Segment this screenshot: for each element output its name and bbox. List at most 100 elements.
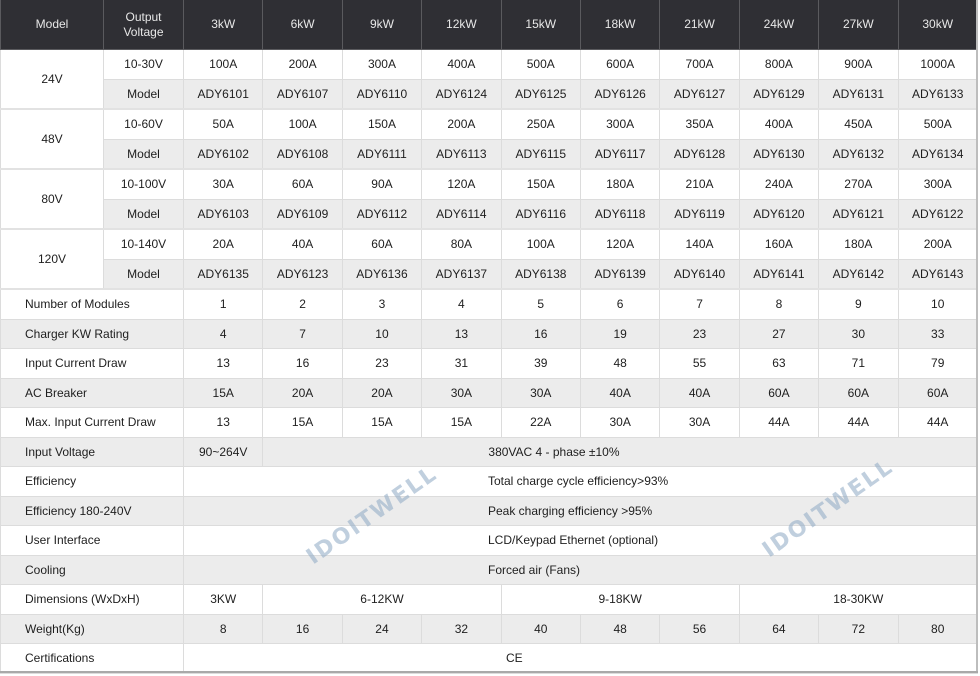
header-power: 27kW bbox=[818, 0, 899, 50]
current-row: 24V 10-30V 100A 200A 300A 400A 500A 600A 700A 800… bbox=[0, 49, 978, 110]
current-cell: 180A bbox=[818, 228, 899, 260]
model-cell: ADY6101 bbox=[182, 78, 264, 110]
spec-label: Input Current Draw bbox=[0, 348, 184, 379]
merged-label: Efficiency bbox=[0, 466, 184, 497]
header-power: 18kW bbox=[579, 0, 661, 50]
spec-value: 15A bbox=[341, 407, 423, 438]
spec-value: 15A bbox=[182, 377, 264, 408]
current-cell: 40A bbox=[262, 228, 343, 260]
voltage-range: 10-140V bbox=[103, 228, 184, 260]
voltage-range: 10-60V bbox=[103, 108, 184, 140]
spec-label: AC Breaker bbox=[0, 377, 184, 408]
model-cell: ADY6120 bbox=[738, 198, 820, 230]
current-cell: 210A bbox=[659, 168, 740, 200]
spec-value: 9 bbox=[818, 288, 899, 320]
current-cell: 200A bbox=[897, 228, 978, 260]
model-row: Model ADY6135 ADY6123 ADY6136 ADY6137 ADY6138… bbox=[1, 258, 978, 290]
current-cell: 350A bbox=[659, 108, 740, 140]
dimensions-row: Dimensions (WxDxH) 3KW 6-12KW 9-18KW 18-30KW bbox=[0, 584, 978, 615]
model-cell: ADY6111 bbox=[341, 138, 423, 170]
spec-value: 44A bbox=[897, 407, 978, 438]
model-cell: ADY6107 bbox=[262, 78, 343, 110]
spec-value: 33 bbox=[897, 318, 978, 349]
spec-value: 13 bbox=[421, 318, 502, 349]
spec-label: Max. Input Current Draw bbox=[0, 407, 184, 438]
spec-value: 10 bbox=[341, 318, 423, 349]
weight-value: 72 bbox=[818, 613, 899, 644]
spec-value: 8 bbox=[738, 288, 820, 320]
spec-value: 79 bbox=[897, 348, 978, 379]
merged-value: LCD/Keypad Ethernet (optional) bbox=[183, 525, 978, 556]
model-label: Model bbox=[103, 198, 184, 230]
merged-value: Total charge cycle efficiency>93% bbox=[183, 466, 978, 497]
model-cell: ADY6109 bbox=[262, 198, 343, 230]
certifications-value: CE bbox=[183, 643, 978, 674]
model-cell: ADY6128 bbox=[659, 138, 740, 170]
spec-row: Number of Modules 1 2 3 4 5 6 7 8 9 10 bbox=[0, 288, 978, 320]
voltage-label: 120V bbox=[0, 228, 104, 290]
voltage-label: 80V bbox=[0, 168, 104, 230]
spec-value: 63 bbox=[738, 348, 820, 379]
model-cell: ADY6135 bbox=[182, 258, 264, 290]
spec-value: 60A bbox=[818, 377, 899, 408]
current-cell: 30A bbox=[182, 168, 264, 200]
spec-row: Charger KW Rating 4 7 10 13 16 19 23 27 30 33 bbox=[0, 318, 978, 349]
current-cell: 120A bbox=[421, 168, 502, 200]
current-cell: 700A bbox=[659, 49, 740, 80]
merged-label: Efficiency 180-240V bbox=[0, 495, 184, 526]
weight-value: 64 bbox=[738, 613, 820, 644]
spec-value: 40A bbox=[579, 377, 661, 408]
header-power: 30kW bbox=[897, 0, 978, 50]
spec-value: 3 bbox=[341, 288, 423, 320]
current-cell: 1000A bbox=[897, 49, 978, 80]
weight-value: 56 bbox=[659, 613, 740, 644]
weight-value: 80 bbox=[897, 613, 978, 644]
current-cell: 200A bbox=[262, 49, 343, 80]
input-voltage-row: Input Voltage 90~264V 380VAC 4 - phase ±10… bbox=[0, 436, 978, 467]
weight-label: Weight(Kg) bbox=[0, 613, 184, 644]
merged-label: Cooling bbox=[0, 554, 184, 585]
current-cell: 180A bbox=[579, 168, 661, 200]
dimensions-label: Dimensions (WxDxH) bbox=[0, 584, 184, 615]
spec-value: 55 bbox=[659, 348, 740, 379]
model-cell: ADY6112 bbox=[341, 198, 423, 230]
spec-value: 31 bbox=[421, 348, 502, 379]
model-cell: ADY6132 bbox=[818, 138, 899, 170]
weight-row: Weight(Kg) 8 16 24 32 40 48 56 64 72 80 bbox=[0, 613, 978, 644]
model-cell: ADY6108 bbox=[262, 138, 343, 170]
model-label: Model bbox=[103, 138, 184, 170]
dimensions-group: 3KW bbox=[182, 584, 264, 615]
current-cell: 80A bbox=[421, 228, 502, 260]
voltage-range: 10-30V bbox=[103, 49, 184, 80]
current-cell: 400A bbox=[738, 108, 820, 140]
model-cell: ADY6103 bbox=[182, 198, 264, 230]
spec-value: 22A bbox=[500, 407, 581, 438]
table-bottom-border bbox=[0, 671, 978, 673]
spec-value: 5 bbox=[500, 288, 581, 320]
model-cell: ADY6131 bbox=[818, 78, 899, 110]
model-cell: ADY6134 bbox=[897, 138, 978, 170]
current-cell: 900A bbox=[818, 49, 899, 80]
merged-value: Peak charging efficiency >95% bbox=[183, 495, 978, 526]
merged-row: Cooling Forced air (Fans) bbox=[0, 554, 978, 585]
spec-value: 4 bbox=[182, 318, 264, 349]
spec-value: 30 bbox=[818, 318, 899, 349]
weight-value: 8 bbox=[182, 613, 264, 644]
spec-value: 20A bbox=[341, 377, 423, 408]
current-row: 80V 10-100V 30A 60A 90A 120A 150A 180A 210A 240A 2… bbox=[0, 168, 978, 230]
merged-label: User Interface bbox=[0, 525, 184, 556]
input-voltage-single: 90~264V bbox=[182, 436, 264, 467]
spec-value: 48 bbox=[579, 348, 661, 379]
model-cell: ADY6110 bbox=[341, 78, 423, 110]
model-cell: ADY6127 bbox=[659, 78, 740, 110]
header-power: 21kW bbox=[659, 0, 740, 50]
current-cell: 600A bbox=[579, 49, 661, 80]
model-cell: ADY6137 bbox=[421, 258, 502, 290]
spec-row: Input Current Draw 13 16 23 31 39 48 55 63 71 79 bbox=[0, 348, 978, 379]
weight-value: 40 bbox=[500, 613, 581, 644]
current-cell: 20A bbox=[182, 228, 264, 260]
model-cell: ADY6122 bbox=[897, 198, 978, 230]
model-cell: ADY6125 bbox=[500, 78, 581, 110]
spec-value: 27 bbox=[738, 318, 820, 349]
